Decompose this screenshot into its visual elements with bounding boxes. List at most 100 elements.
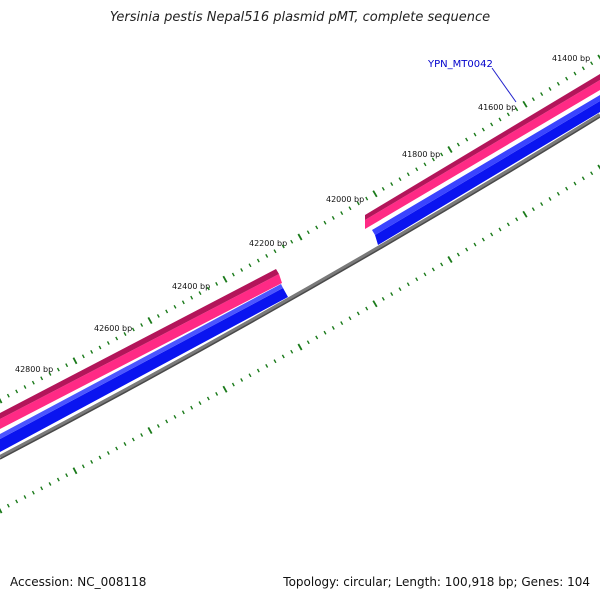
outer-tick-50 (415, 167, 419, 172)
outer-tick-33 (273, 249, 277, 254)
outer-tick-53 (440, 152, 444, 157)
inner-tick-51 (423, 272, 427, 277)
inner-tick-44 (365, 306, 369, 311)
outer-tick-56 (465, 137, 469, 142)
ruler-label-42400: 42400 bp (172, 282, 210, 291)
inner-tick-69 (573, 181, 577, 186)
inner-tick-20 (165, 419, 169, 424)
outer-tick-10 (81, 354, 85, 359)
inner-tick-38 (315, 335, 319, 340)
inner-tick-27 (222, 385, 228, 393)
outer-tick-37 (306, 230, 310, 235)
inner-tick-45 (372, 300, 378, 308)
outer-tick-59 (490, 122, 494, 127)
ruler-label-41600: 41600 bp (478, 103, 516, 112)
outer-tick-12 (98, 345, 102, 350)
inner-tick-39 (323, 330, 327, 335)
inner-tick-70 (581, 176, 585, 181)
outer-tick-7 (56, 367, 60, 372)
forward-feature-upper[interactable] (365, 74, 600, 229)
inner-tick-46 (381, 296, 385, 301)
inner-tick-22 (181, 410, 185, 415)
inner-tick-31 (256, 368, 260, 373)
outer-tick-47 (390, 182, 394, 186)
outer-tick-40 (331, 215, 335, 220)
outer-tick-32 (265, 253, 269, 258)
inner-tick-19 (156, 424, 160, 428)
outer-tick-15 (123, 332, 127, 336)
inner-tick-24 (198, 401, 202, 406)
outer-tick-51 (423, 162, 427, 167)
outer-tick-17 (140, 323, 144, 327)
map-title: Yersinia pestis Nepal516 plasmid pMT, co… (109, 10, 491, 25)
outer-tick-48 (398, 177, 402, 182)
inner-tick-59 (490, 232, 494, 237)
outer-tick-28 (231, 272, 235, 277)
inner-tick-43 (356, 311, 360, 316)
inner-tick-8 (65, 473, 69, 478)
outer-tick-29 (240, 268, 244, 272)
inner-tick-1 (6, 503, 10, 508)
outer-tick-69 (573, 71, 577, 76)
inner-tick-71 (590, 171, 594, 176)
outer-tick-71 (590, 61, 594, 66)
inner-tick-72 (597, 164, 600, 170)
inner-tick-66 (548, 197, 552, 201)
inner-tick-64 (531, 207, 535, 212)
inner-tick-57 (473, 242, 477, 247)
inner-tick-0 (0, 508, 3, 514)
outer-tick-54 (447, 146, 453, 153)
inner-tick-12 (98, 455, 102, 460)
outer-tick-36 (297, 233, 303, 241)
inner-tick-25 (206, 396, 210, 401)
outer-tick-46 (381, 186, 385, 191)
outer-tick-62 (515, 107, 519, 112)
reverse-feature-upper[interactable] (372, 95, 600, 245)
outer-tick-18 (147, 316, 153, 325)
outer-tick-72 (597, 54, 600, 60)
outer-tick-13 (106, 341, 110, 345)
inner-tick-13 (106, 451, 110, 455)
outer-tick-58 (481, 127, 485, 132)
outer-tick-66 (548, 87, 552, 91)
outer-tick-31 (256, 258, 260, 263)
inner-tick-26 (215, 391, 219, 396)
inner-tick-56 (465, 247, 469, 252)
inner-tick-55 (456, 252, 460, 257)
outer-tick-67 (556, 81, 560, 86)
feature-label-connector (491, 67, 517, 103)
ruler-label-41800: 41800 bp (402, 150, 440, 159)
reverse-feature-lower[interactable] (0, 284, 288, 452)
inner-tick-15 (123, 442, 127, 446)
inner-tick-2 (15, 499, 19, 504)
outer-tick-35 (290, 239, 294, 244)
outer-tick-44 (365, 196, 369, 201)
inner-tick-53 (440, 262, 444, 267)
feature-label[interactable]: YPN_MT0042 (427, 59, 493, 70)
inner-tick-48 (398, 287, 402, 292)
inner-tick-5 (40, 486, 44, 491)
outer-tick-11 (90, 349, 94, 354)
outer-tick-1 (6, 393, 10, 398)
inner-tick-28 (231, 382, 235, 387)
outer-tick-3 (23, 385, 27, 389)
outer-tick-16 (131, 327, 135, 332)
forward-feature-lower[interactable] (0, 269, 282, 429)
outer-tick-20 (165, 309, 169, 314)
outer-tick-68 (565, 76, 569, 81)
outer-tick-64 (531, 97, 535, 102)
outer-tick-27 (222, 275, 228, 283)
inner-tick-65 (540, 202, 544, 206)
outer-tick-22 (181, 300, 185, 305)
inner-tick-49 (406, 282, 410, 287)
inner-tick-42 (348, 316, 352, 321)
ruler-label-42800: 42800 bp (15, 365, 53, 374)
outer-tick-43 (356, 201, 360, 206)
outer-tick-39 (323, 220, 327, 225)
inner-tick-ring (0, 164, 600, 514)
inner-tick-36 (297, 343, 303, 351)
outer-tick-30 (248, 263, 252, 268)
inner-tick-67 (556, 191, 560, 196)
inner-tick-52 (431, 267, 435, 272)
